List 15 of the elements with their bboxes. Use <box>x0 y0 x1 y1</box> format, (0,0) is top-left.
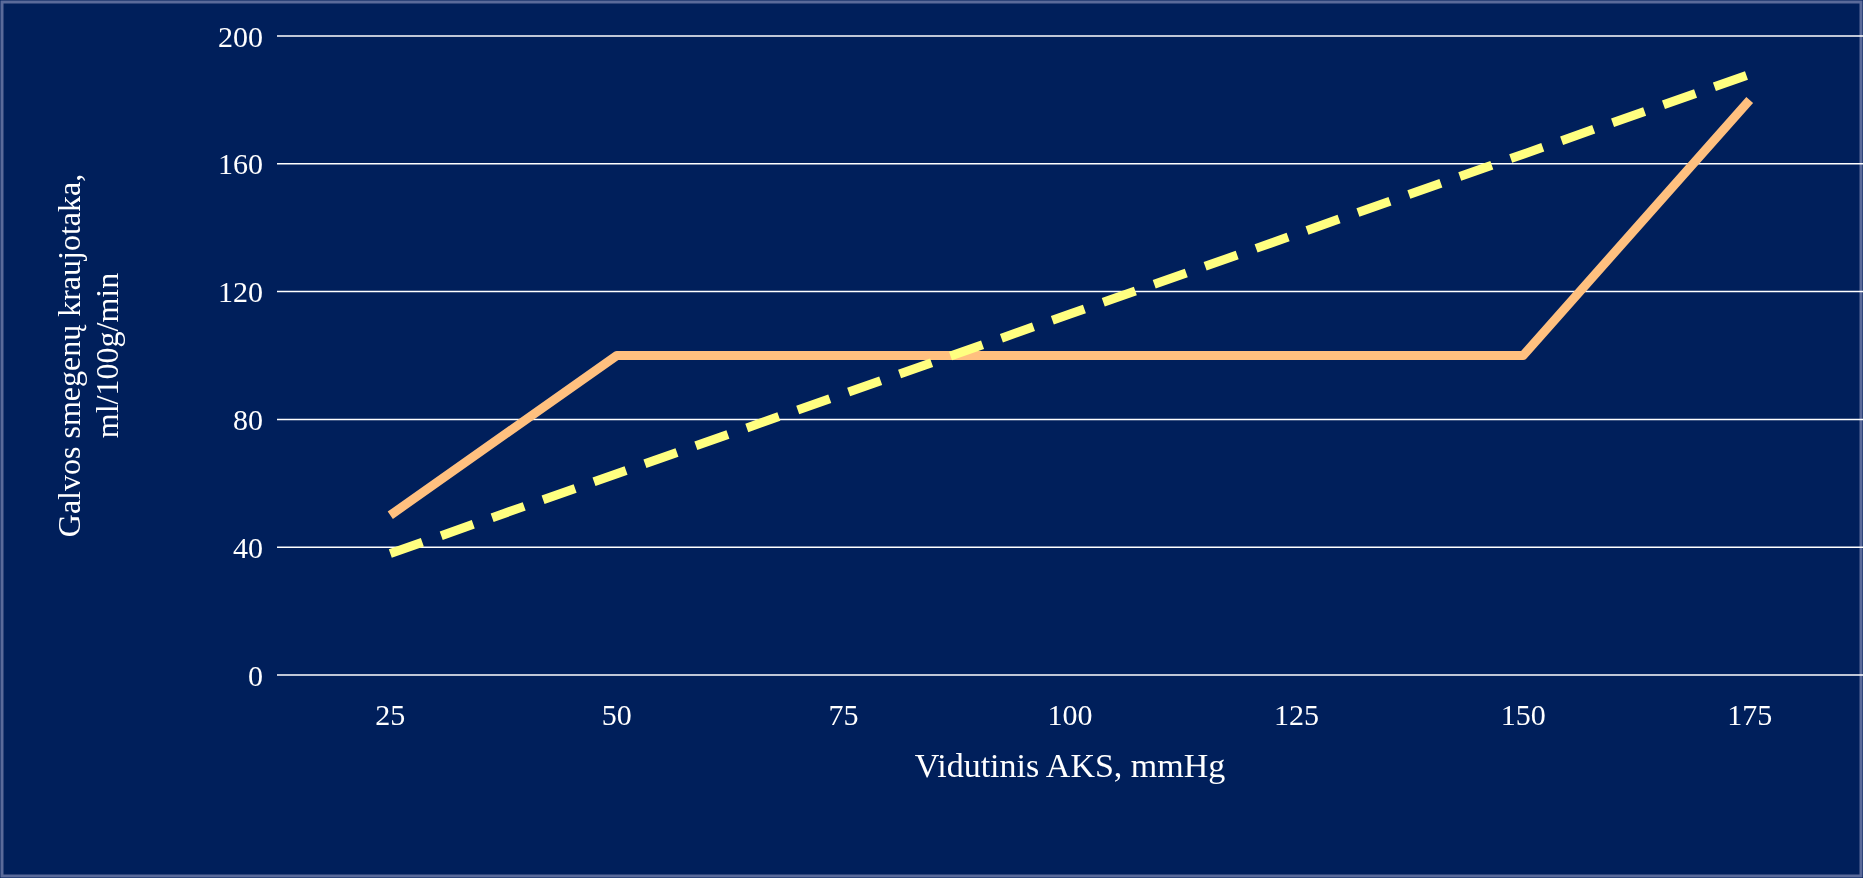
x-tick-label: 100 <box>1047 698 1093 731</box>
x-axis-title: Vidutinis AKS, mmHg <box>914 747 1226 784</box>
y-tick-label: 120 <box>218 275 263 309</box>
x-tick-label: 25 <box>375 698 406 731</box>
y-tick-label: 160 <box>218 147 263 181</box>
x-tick-label: 125 <box>1274 698 1320 731</box>
y-axis-title: Galvos smegenų kraujotaka, ml/100g/min <box>51 173 125 538</box>
y-tick-label: 0 <box>248 658 263 692</box>
y-tick-label: 200 <box>218 19 263 53</box>
x-tick-label: 75 <box>828 698 859 731</box>
x-tick-label: 150 <box>1500 698 1546 731</box>
y-tick-label: 80 <box>233 402 263 436</box>
x-tick-label: 50 <box>601 698 632 731</box>
x-tick-label: 175 <box>1727 698 1773 731</box>
y-tick-label: 40 <box>233 530 263 564</box>
